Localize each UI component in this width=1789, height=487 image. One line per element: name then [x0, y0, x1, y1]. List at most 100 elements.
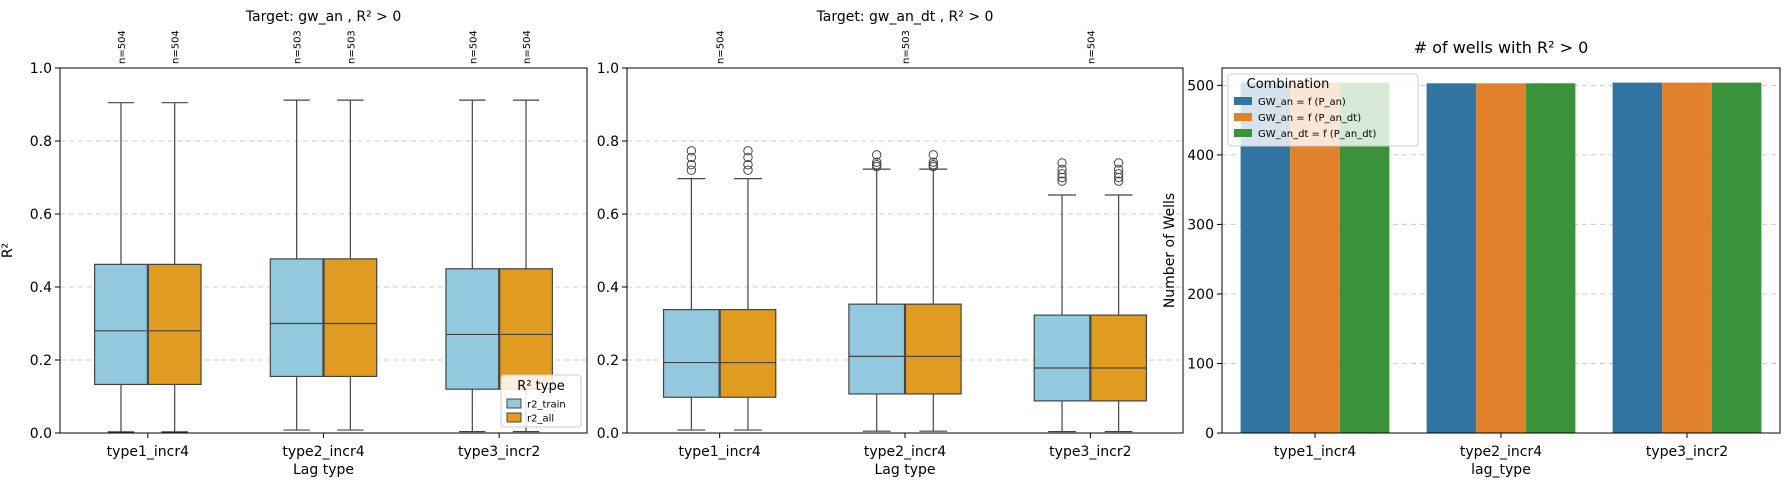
- box-body: [147, 263, 202, 386]
- box-r2_all-type1_incr4: [147, 102, 202, 433]
- outlier-point: [743, 165, 753, 175]
- x-axis-label: Lag type: [875, 462, 936, 478]
- chart-title: Target: gw_an_dt , R² > 0: [816, 9, 994, 25]
- y-tick-label: 1.0: [597, 61, 619, 77]
- box-body: [719, 309, 777, 398]
- box-r2_all-type2_incr4: [904, 150, 962, 432]
- outlier-point: [928, 157, 938, 167]
- outlier-point: [1113, 164, 1124, 175]
- box-r2_all-type1_incr4: [719, 146, 777, 431]
- box-r2_train-type3_incr2: [1033, 158, 1091, 433]
- outlier-point: [872, 157, 882, 167]
- outlier-point: [1113, 176, 1124, 186]
- sample-count-label: n=503: [293, 30, 304, 64]
- outlier-point: [686, 152, 697, 163]
- y-tick-label: 0.4: [597, 280, 619, 296]
- bar-type2_incr4-1: [1426, 83, 1477, 434]
- bar-type3_incr2-2: [1662, 82, 1712, 433]
- y-tick-label: 0.2: [30, 353, 52, 369]
- box-body: [1090, 314, 1148, 402]
- sample-count-label: n=504: [117, 30, 128, 64]
- legend-label: GW_an_dt = f (P_an_dt): [1258, 129, 1376, 140]
- legend: Combination GW_an = f (P_an) GW_an = f (P_…: [1227, 73, 1419, 147]
- box-r2_all-type3_incr2: [1090, 158, 1148, 433]
- box-body: [662, 309, 720, 398]
- y-tick-label: 100: [1187, 356, 1214, 372]
- plot-frame: [626, 67, 1184, 434]
- outlier-point: [743, 160, 753, 170]
- x-axis-label: Lag type: [293, 462, 354, 478]
- outlier-point: [686, 160, 697, 170]
- legend-swatch: [506, 398, 522, 409]
- box-r2_all-type3_incr2: [499, 99, 553, 433]
- y-tick-label: 500: [1187, 78, 1214, 94]
- sample-count-label: n=504: [716, 30, 727, 64]
- outlier-point: [686, 165, 697, 175]
- legend-title: R² type: [517, 379, 564, 394]
- outlier-point: [872, 150, 882, 160]
- outlier-point: [928, 150, 938, 160]
- legend-label: GW_an = f (P_an_dt): [1258, 113, 1361, 124]
- y-tick-label: 0.6: [597, 207, 619, 223]
- outlier-point: [872, 160, 882, 170]
- box-body: [904, 303, 962, 395]
- x-axis-label: lag_type: [1471, 462, 1531, 478]
- axes-2: 0.0 0.2 0.4 0.6 0.8 1.0 type1_incr4 type2_incr4…: [597, 9, 1184, 478]
- sample-count-label: n=503: [901, 30, 912, 64]
- legend-swatch: [506, 412, 522, 423]
- bar-type2_incr4-3: [1525, 83, 1576, 434]
- box-r2_train-type2_incr4: [269, 99, 324, 431]
- outlier-point: [743, 146, 753, 156]
- box-r2_train-type3_incr2: [445, 99, 500, 433]
- sample-count-label: n=503: [346, 30, 357, 64]
- y-tick-label: 0.6: [30, 207, 52, 223]
- y-tick-label: 1.0: [30, 61, 52, 77]
- y-tick-label: 0.0: [30, 426, 52, 442]
- outlier-point: [743, 152, 753, 163]
- box-r2_train-type1_incr4: [94, 102, 148, 433]
- legend-swatch: [1234, 129, 1252, 137]
- legend: R² type r2_train r2_all: [500, 374, 582, 428]
- y-axis-label: Number of Wells: [1162, 193, 1178, 308]
- y-tick-label: 0.2: [597, 353, 619, 369]
- sample-count-label: n=504: [468, 30, 479, 64]
- chart-title: Target: gw_an , R² > 0: [245, 9, 402, 25]
- bar-type2_incr4-2: [1476, 83, 1526, 434]
- outlier-point: [1057, 169, 1067, 179]
- box-body: [94, 263, 148, 386]
- x-tick-label: type1_incr4: [679, 444, 761, 460]
- plot-frame: [59, 67, 588, 434]
- legend-swatch: [1234, 97, 1252, 105]
- y-tick-label: 0.0: [597, 426, 619, 442]
- x-tick-label: type2_incr4: [1460, 444, 1542, 460]
- x-tick-label: type3_incr2: [458, 444, 540, 460]
- box-body: [1033, 314, 1091, 402]
- legend-label: GW_an = f (P_an): [1258, 97, 1346, 108]
- plot-frame: [1221, 67, 1781, 434]
- box-r2_train-type1_incr4: [662, 146, 720, 431]
- legend-label: r2_all: [527, 414, 554, 425]
- outlier-point: [1057, 158, 1067, 168]
- bar-type3_incr2-3: [1711, 82, 1762, 433]
- x-tick-label: type2_incr4: [282, 444, 364, 460]
- axes-1: 0.0 0.2 0.4 0.6 0.8 1.0 type1_incr4 type2_incr4…: [0, 9, 588, 478]
- box-body: [445, 268, 500, 390]
- box-r2_train-type2_incr4: [848, 150, 906, 432]
- x-tick-label: type1_incr4: [107, 444, 189, 460]
- legend-swatch: [1234, 113, 1252, 121]
- legend-title: Combination: [1247, 77, 1330, 92]
- box-body: [269, 258, 324, 378]
- outlier-point: [1113, 169, 1124, 179]
- sample-count-label: n=504: [522, 30, 533, 64]
- bar-type3_incr2-1: [1612, 82, 1663, 433]
- outlier-point: [686, 146, 697, 156]
- x-tick-label: type2_incr4: [864, 444, 946, 460]
- outlier-point: [1057, 164, 1067, 175]
- y-tick-label: 0.8: [30, 134, 52, 150]
- legend-label: r2_train: [527, 400, 566, 411]
- x-tick-label: type3_incr2: [1646, 444, 1728, 460]
- box-body: [323, 258, 378, 378]
- y-tick-label: 400: [1187, 148, 1214, 164]
- y-tick-label: 300: [1187, 217, 1214, 233]
